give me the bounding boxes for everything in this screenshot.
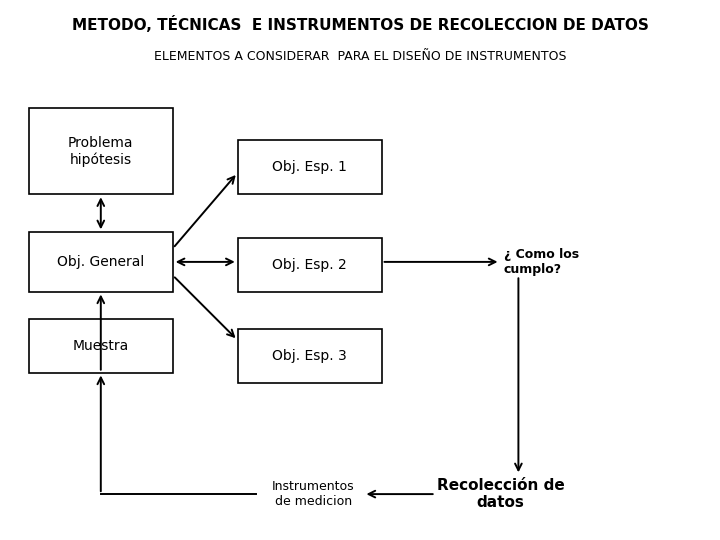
Bar bbox=[29, 232, 173, 292]
Text: Problema
hipótesis: Problema hipótesis bbox=[68, 136, 133, 167]
Bar bbox=[238, 238, 382, 292]
Text: ELEMENTOS A CONSIDERAR  PARA EL DISEÑO DE INSTRUMENTOS: ELEMENTOS A CONSIDERAR PARA EL DISEÑO DE… bbox=[154, 50, 566, 63]
Text: Instrumentos
de medicion: Instrumentos de medicion bbox=[272, 480, 354, 508]
Text: Obj. Esp. 3: Obj. Esp. 3 bbox=[272, 349, 347, 363]
Bar bbox=[238, 140, 382, 194]
Bar bbox=[29, 108, 173, 194]
Text: METODO, TÉCNICAS  E INSTRUMENTOS DE RECOLECCION DE DATOS: METODO, TÉCNICAS E INSTRUMENTOS DE RECOL… bbox=[71, 16, 649, 33]
Text: ¿ Como los
cumplo?: ¿ Como los cumplo? bbox=[504, 248, 579, 276]
Bar bbox=[238, 329, 382, 383]
Text: Muestra: Muestra bbox=[73, 339, 129, 353]
Text: Recolección de
datos: Recolección de datos bbox=[436, 478, 564, 510]
Text: Obj. General: Obj. General bbox=[57, 255, 145, 269]
Text: Obj. Esp. 2: Obj. Esp. 2 bbox=[272, 258, 347, 272]
Text: Obj. Esp. 1: Obj. Esp. 1 bbox=[272, 160, 347, 174]
Bar bbox=[29, 319, 173, 373]
